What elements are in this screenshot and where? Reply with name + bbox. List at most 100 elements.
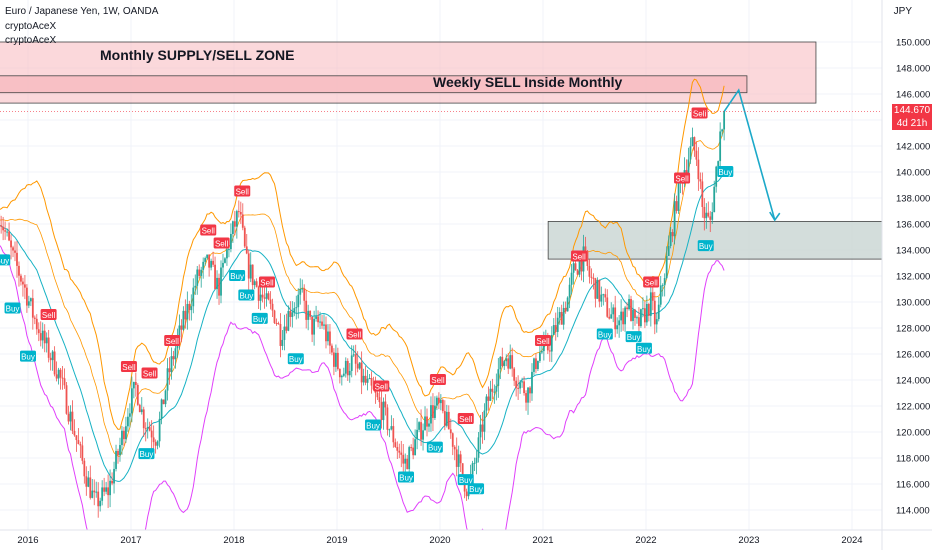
candle-body — [705, 212, 708, 219]
candle-body — [251, 264, 254, 286]
candle-body — [315, 316, 317, 319]
y-tick-label: 118.000 — [896, 454, 930, 465]
candle-body — [693, 137, 696, 151]
candle-body — [580, 260, 583, 272]
candle-body — [4, 230, 7, 232]
candle-body — [202, 261, 205, 270]
candle-body — [709, 216, 712, 220]
candle-body — [281, 339, 284, 346]
candle-body — [303, 288, 306, 301]
candle-body — [255, 281, 258, 287]
candle-body — [443, 411, 446, 426]
candle-body — [416, 429, 419, 440]
candle-body — [574, 263, 577, 271]
candle-body — [224, 258, 226, 263]
last-price-value: 144.670 — [893, 105, 931, 116]
symbol-title[interactable]: Euro / Japanese Yen, 1W, OANDA — [5, 6, 159, 17]
candle-body — [27, 301, 30, 306]
x-tick-label: 2023 — [738, 535, 759, 546]
candle-body — [719, 131, 722, 162]
buy-signal: Buy — [229, 270, 246, 281]
candle-body — [267, 293, 270, 300]
sell-signal-bg — [535, 335, 551, 346]
candle-body — [572, 263, 575, 273]
sell-signal-text: Sell — [431, 376, 445, 385]
candle-body — [645, 304, 648, 323]
y-tick-label: 122.000 — [896, 402, 930, 413]
candle-body — [91, 490, 94, 498]
y-tick-label: 150.000 — [896, 38, 930, 49]
candle-body — [338, 368, 341, 378]
buy-signal-bg — [398, 471, 415, 483]
candle-body — [103, 487, 106, 492]
candle-body — [420, 422, 422, 440]
buy-signal-text: Buy — [718, 168, 732, 177]
candle-body — [336, 352, 339, 369]
candle-body — [651, 292, 654, 301]
candle-body — [386, 407, 389, 430]
sell-signal: Sell — [691, 107, 708, 119]
candle-body — [144, 428, 147, 430]
candle-body — [329, 331, 331, 346]
upper-band-line — [0, 78, 725, 430]
sell-signal-text: Sell — [536, 337, 550, 346]
buy-signal: Buy — [138, 448, 155, 460]
candle-body — [107, 487, 110, 496]
candle-body — [711, 212, 714, 220]
candle-body — [422, 430, 424, 440]
candle-body — [342, 373, 345, 376]
candle-body — [400, 452, 403, 455]
candle-body — [49, 357, 52, 361]
candle-body — [552, 325, 555, 335]
candle-body — [418, 422, 420, 430]
candle-body — [0, 225, 3, 227]
candle-body — [436, 397, 438, 406]
candle-body — [340, 375, 343, 378]
candle-body — [285, 326, 288, 331]
candle-body — [636, 317, 638, 319]
candle-body — [511, 355, 514, 369]
buy-signal-bg — [229, 270, 246, 281]
candle-body — [447, 411, 450, 430]
candle-body — [517, 387, 520, 389]
sell-signal-bg — [373, 380, 390, 392]
candle-body — [509, 355, 512, 369]
candle-body — [257, 286, 260, 301]
buy-signal: Buy — [635, 342, 652, 354]
candle-body — [370, 378, 373, 386]
candle-body — [487, 396, 490, 401]
candle-body — [57, 369, 60, 379]
buy-signal-bg — [596, 328, 613, 340]
sell-signal: Sell — [674, 172, 691, 184]
indicator-label-2[interactable]: cryptoAceX — [5, 35, 57, 46]
indicator-label-1[interactable]: cryptoAceX — [5, 21, 57, 32]
buy-signal-bg — [697, 240, 714, 252]
candle-body — [358, 362, 361, 369]
candle-body — [477, 437, 480, 458]
candle-body — [348, 370, 351, 376]
candle-body — [291, 312, 294, 317]
buy-signal: Buy — [4, 302, 21, 314]
candle-body — [192, 287, 195, 307]
buy-signal: Buy — [596, 328, 613, 340]
candle-body — [410, 447, 413, 449]
candle-body — [360, 362, 363, 383]
candle-body — [333, 352, 335, 367]
sell-signal-text: Sell — [42, 311, 56, 320]
candle-body — [441, 399, 444, 412]
candle-body — [39, 333, 42, 341]
candle-body — [283, 326, 286, 340]
sell-signal-bg — [674, 172, 691, 184]
candle-body — [701, 181, 704, 207]
sell-signal: Sell — [164, 335, 181, 346]
candle-body — [489, 388, 492, 401]
sell-signal-bg — [457, 413, 474, 424]
candle-body — [206, 254, 209, 259]
candle-body — [459, 454, 462, 464]
candle-body — [22, 281, 24, 285]
candle-body — [659, 285, 662, 305]
sell-signal-text: Sell — [260, 279, 274, 288]
candle-body — [402, 454, 405, 464]
